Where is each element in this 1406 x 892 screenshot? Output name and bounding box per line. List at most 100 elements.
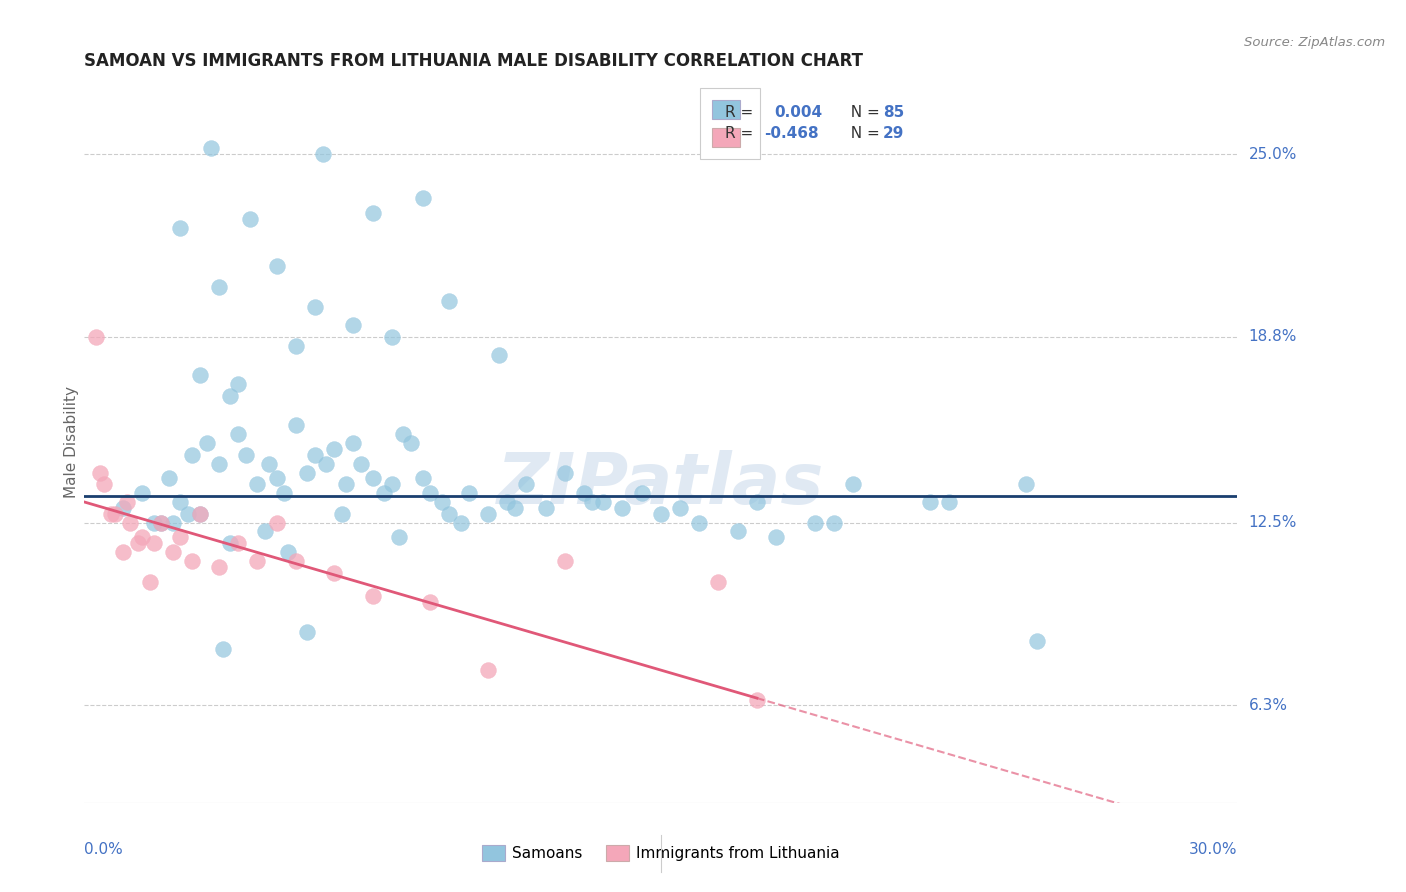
Point — [315, 457, 337, 471]
Text: 0.004: 0.004 — [775, 105, 823, 120]
Point — [142, 536, 165, 550]
Point — [266, 516, 288, 530]
Point — [177, 507, 200, 521]
Point — [572, 486, 595, 500]
Point — [630, 486, 652, 500]
Point — [554, 466, 576, 480]
Point — [138, 574, 160, 589]
Point — [208, 457, 231, 471]
Point — [104, 507, 127, 521]
Point — [1015, 477, 1038, 491]
Point — [350, 457, 373, 471]
Point — [257, 457, 280, 471]
Point — [457, 486, 479, 500]
Point — [430, 495, 453, 509]
Point — [381, 477, 404, 491]
Point — [162, 516, 184, 530]
Text: 18.8%: 18.8% — [1249, 329, 1296, 344]
Point — [515, 477, 537, 491]
Point — [226, 427, 249, 442]
Text: -0.468: -0.468 — [765, 127, 820, 142]
Point — [304, 448, 326, 462]
Point — [304, 301, 326, 315]
Point — [200, 141, 222, 155]
Point — [284, 554, 307, 568]
Point — [150, 516, 173, 530]
Point — [266, 259, 288, 273]
Point — [162, 545, 184, 559]
Point — [335, 477, 357, 491]
Point — [392, 427, 415, 442]
Point — [496, 495, 519, 509]
Point — [323, 566, 346, 580]
Point — [823, 516, 845, 530]
Point — [120, 516, 142, 530]
Point — [273, 486, 295, 500]
Point — [412, 191, 434, 205]
Point — [211, 642, 233, 657]
Point — [239, 211, 262, 226]
Point — [219, 536, 242, 550]
Point — [765, 530, 787, 544]
Point — [1026, 633, 1049, 648]
Point — [439, 507, 461, 521]
Point — [918, 495, 941, 509]
Text: R =: R = — [725, 127, 758, 142]
Point — [142, 516, 165, 530]
Point — [111, 545, 134, 559]
Point — [342, 318, 364, 332]
Point — [361, 206, 384, 220]
Point — [246, 477, 269, 491]
Point — [419, 486, 441, 500]
Point — [842, 477, 865, 491]
Point — [399, 436, 422, 450]
Y-axis label: Male Disability: Male Disability — [63, 385, 79, 498]
Point — [477, 507, 499, 521]
Text: 0.0%: 0.0% — [84, 842, 124, 856]
Point — [195, 436, 218, 450]
Point — [253, 524, 276, 539]
Text: ZIPatlas: ZIPatlas — [498, 450, 824, 519]
Point — [188, 368, 211, 383]
Point — [208, 560, 231, 574]
Point — [581, 495, 603, 509]
Point — [169, 530, 191, 544]
Legend: Samoans, Immigrants from Lithuania: Samoans, Immigrants from Lithuania — [475, 839, 846, 867]
Point — [938, 495, 960, 509]
Point — [554, 554, 576, 568]
Point — [688, 516, 710, 530]
Point — [219, 389, 242, 403]
Text: Source: ZipAtlas.com: Source: ZipAtlas.com — [1244, 36, 1385, 49]
Point — [650, 507, 672, 521]
Text: N =: N = — [841, 105, 884, 120]
Point — [707, 574, 730, 589]
Point — [208, 279, 231, 293]
Point — [381, 330, 404, 344]
Point — [169, 220, 191, 235]
Point — [115, 495, 138, 509]
Point — [226, 377, 249, 392]
Point — [181, 448, 204, 462]
Point — [450, 516, 472, 530]
Point — [277, 545, 299, 559]
Text: 12.5%: 12.5% — [1249, 516, 1296, 530]
Point — [388, 530, 411, 544]
Point — [131, 530, 153, 544]
Point — [89, 466, 111, 480]
Point — [439, 294, 461, 309]
Point — [311, 147, 333, 161]
Text: SAMOAN VS IMMIGRANTS FROM LITHUANIA MALE DISABILITY CORRELATION CHART: SAMOAN VS IMMIGRANTS FROM LITHUANIA MALE… — [84, 53, 863, 70]
Point — [188, 507, 211, 521]
Text: 25.0%: 25.0% — [1249, 146, 1296, 161]
Point — [100, 507, 122, 521]
Point — [181, 554, 204, 568]
Point — [297, 624, 319, 639]
Point — [745, 495, 768, 509]
Point — [419, 595, 441, 609]
Point — [745, 692, 768, 706]
Point — [330, 507, 353, 521]
Point — [592, 495, 614, 509]
Point — [534, 500, 557, 515]
Point — [284, 418, 307, 433]
Text: N =: N = — [841, 127, 884, 142]
